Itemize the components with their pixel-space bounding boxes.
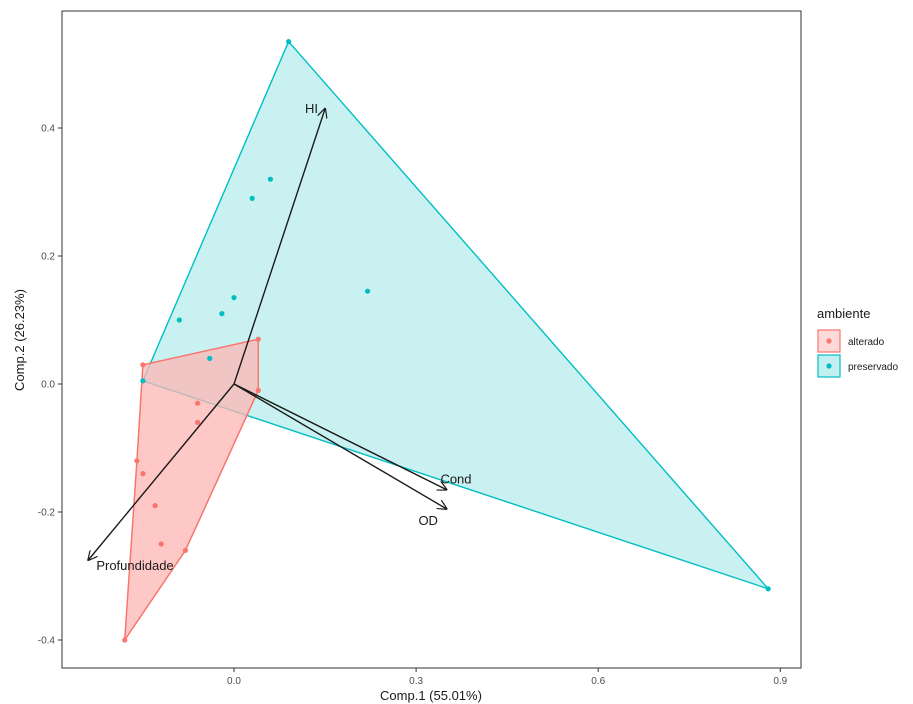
point-preservado xyxy=(219,311,225,317)
legend-title: ambiente xyxy=(817,306,870,321)
point-alterado xyxy=(255,387,261,393)
y-tick-label: 0.0 xyxy=(41,380,55,391)
legend-key-point-preservado xyxy=(826,363,832,369)
arrow-hi xyxy=(233,109,325,385)
data-points xyxy=(122,39,771,643)
arrow-profundidade xyxy=(88,383,235,560)
arrow-cond xyxy=(233,383,446,490)
point-preservado xyxy=(765,586,771,592)
point-alterado xyxy=(152,503,158,509)
y-axis-ticks: -0.4 -0.2 0.0 0.2 0.4 xyxy=(38,124,62,647)
arrow-label-hi: HI xyxy=(305,101,318,116)
arrow-od xyxy=(233,383,446,509)
y-tick-label: -0.2 xyxy=(38,508,56,519)
point-preservado xyxy=(267,176,274,182)
point-alterado xyxy=(194,400,201,406)
point-preservado xyxy=(231,295,237,301)
y-tick-label: 0.2 xyxy=(41,252,55,263)
loading-arrows xyxy=(88,109,446,560)
convex-hulls xyxy=(123,40,771,643)
point-alterado xyxy=(134,458,140,464)
point-preservado xyxy=(176,317,182,323)
x-tick-label: 0.0 xyxy=(227,676,241,687)
legend-key-point-alterado xyxy=(826,338,832,344)
point-alterado xyxy=(182,547,189,554)
legend-label-preservado: preservado xyxy=(848,362,898,373)
point-preservado xyxy=(207,355,213,361)
y-axis-title: Comp.2 (26.23%) xyxy=(12,289,27,391)
point-alterado xyxy=(158,541,164,547)
point-preservado xyxy=(249,195,255,201)
x-tick-label: 0.6 xyxy=(591,676,605,687)
x-tick-label: 0.3 xyxy=(409,676,423,687)
point-alterado xyxy=(255,336,261,342)
point-alterado xyxy=(140,362,146,368)
point-preservado xyxy=(140,378,146,384)
x-axis-ticks: 0.0 0.3 0.6 0.9 xyxy=(227,668,788,687)
y-tick-label: 0.4 xyxy=(41,124,55,135)
x-axis-title: Comp.1 (55.01%) xyxy=(380,688,482,703)
arrow-label-cond: Cond xyxy=(440,472,471,487)
arrow-label-profundidade: Profundidade xyxy=(96,558,173,573)
point-alterado xyxy=(122,637,128,643)
y-tick-label: -0.4 xyxy=(38,636,56,647)
legend: ambiente alterado preservado xyxy=(817,306,898,378)
hull-preservado xyxy=(141,40,771,591)
loading-arrow-labels: HI Cond OD Profundidade xyxy=(96,101,471,573)
point-preservado xyxy=(364,288,371,294)
arrow-label-od: OD xyxy=(418,513,438,528)
point-preservado xyxy=(286,39,292,45)
point-alterado xyxy=(140,471,146,477)
legend-label-alterado: alterado xyxy=(848,337,885,348)
x-tick-label: 0.9 xyxy=(773,676,787,687)
point-alterado xyxy=(194,419,201,425)
